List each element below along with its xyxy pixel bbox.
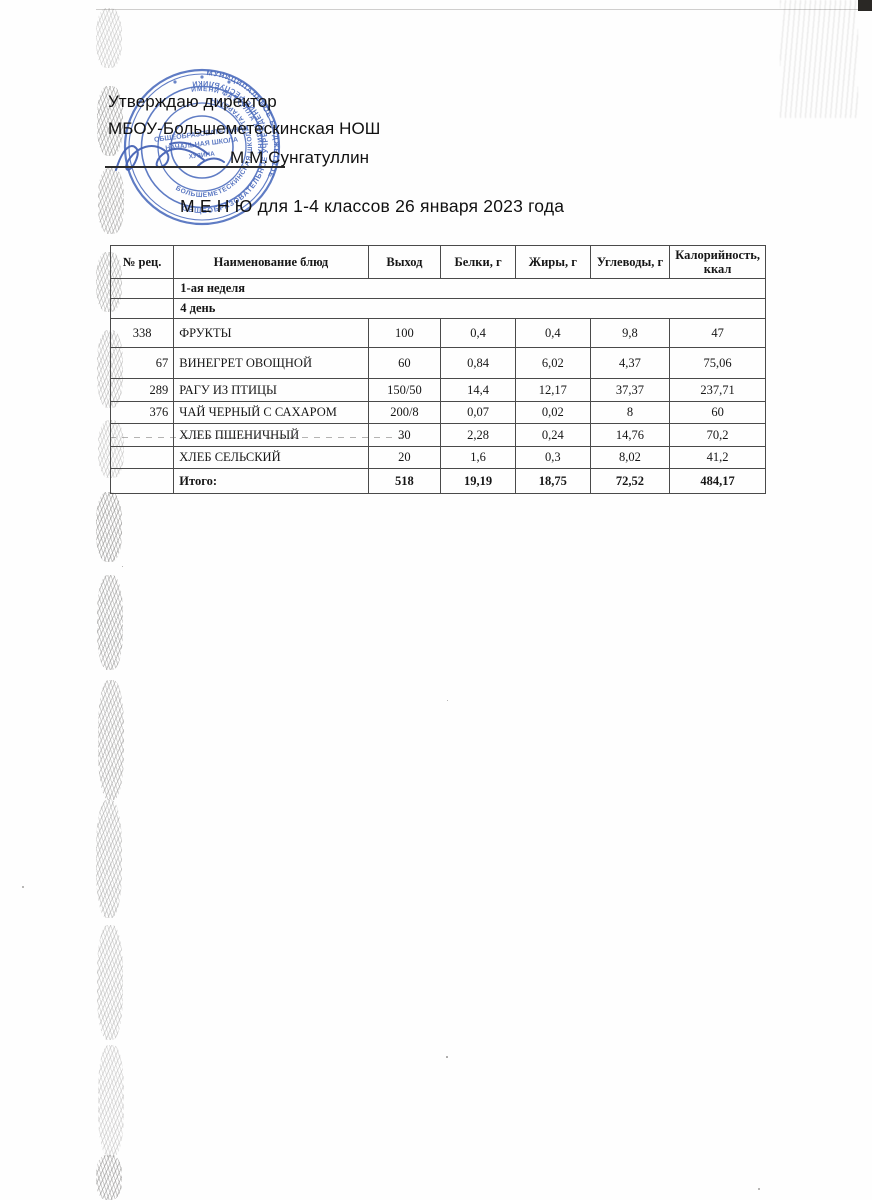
scan-streak [96, 800, 122, 918]
scan-streak [96, 1155, 122, 1200]
cell-carbs: 8 [589, 401, 671, 424]
col-header-output: Выход [367, 245, 442, 279]
cell-fat: 0,02 [514, 401, 591, 424]
cell-dish-name: ЧАЙ ЧЕРНЫЙ С САХАРОМ [173, 401, 369, 424]
cell-recipe-number: 289 [109, 378, 175, 402]
cell-output: 20 [367, 446, 442, 469]
cell-output: 200/8 [367, 401, 442, 424]
cell-carbs: 14,76 [589, 423, 671, 447]
scan-streak [97, 575, 123, 670]
total-carbs: 72,52 [589, 468, 671, 494]
cell-fat: 0,24 [514, 423, 591, 447]
scan-haze-top-right [780, 0, 858, 118]
cell-carbs: 4,37 [589, 347, 671, 379]
cell-output: 150/50 [367, 378, 442, 402]
signature-row: М.М.Сунгатуллин [105, 142, 578, 172]
col-header-protein: Белки, г [440, 245, 516, 279]
cell-recipe-number: 376 [109, 401, 175, 424]
cell-dish-name: ХЛЕБ ПШЕНИЧНЫЙ [173, 423, 369, 447]
cell-carbs: 37,37 [589, 378, 671, 402]
total-protein: 19,19 [440, 468, 516, 494]
cell-dish-name: ХЛЕБ СЕЛЬСКИЙ [173, 446, 369, 469]
col-header-calories: Калорийность, ккал [669, 245, 766, 279]
cell-recipe-number: 67 [109, 347, 175, 379]
scan-mark-top-right-corner [858, 0, 872, 11]
total-empty-num [109, 468, 175, 494]
cell-carbs: 8,02 [589, 446, 671, 469]
cell-fat: 0,3 [514, 446, 591, 469]
section-week-empty-num [109, 278, 175, 299]
scan-speck [447, 700, 449, 702]
table-row: 376 ЧАЙ ЧЕРНЫЙ С САХАРОМ 200/8 0,07 0,02… [109, 401, 766, 424]
section-day-empty-num [109, 298, 175, 319]
cell-protein: 0,07 [440, 401, 516, 424]
scan-speck [446, 1056, 448, 1058]
cell-fat: 0,4 [514, 318, 591, 348]
cell-output: 100 [367, 318, 442, 348]
cell-protein: 1,6 [440, 446, 516, 469]
cell-protein: 0,4 [440, 318, 516, 348]
scan-speck [22, 886, 24, 888]
table-header-row: № рец. Наименование блюд Выход Белки, г … [109, 245, 766, 279]
total-label: Итого: [173, 468, 369, 494]
col-header-carbs: Углеводы, г [589, 245, 671, 279]
table-row: 289 РАГУ ИЗ ПТИЦЫ 150/50 14,4 12,17 37,3… [109, 378, 766, 402]
table-row-section-week: 1-ая неделя [109, 278, 766, 299]
cell-calories: 75,06 [669, 347, 766, 379]
table-body: 1-ая неделя 4 день 338 ФРУКТЫ 100 0,4 0,… [109, 278, 766, 494]
cell-protein: 14,4 [440, 378, 516, 402]
section-day-label: 4 день [173, 298, 766, 319]
cell-dish-name: ВИНЕГРЕТ ОВОЩНОЙ [173, 347, 369, 379]
section-week-label: 1-ая неделя [173, 278, 766, 299]
table-row: ХЛЕБ СЕЛЬСКИЙ 20 1,6 0,3 8,02 41,2 [109, 446, 766, 469]
scan-streak [96, 492, 122, 562]
scan-streak [98, 168, 124, 234]
scan-streak [98, 680, 124, 800]
total-calories: 484,17 [669, 468, 766, 494]
cell-recipe-number [109, 446, 175, 469]
total-output: 518 [367, 468, 442, 494]
cell-calories: 70,2 [669, 423, 766, 447]
total-fat: 18,75 [514, 468, 591, 494]
scan-speck [122, 566, 124, 568]
cell-calories: 41,2 [669, 446, 766, 469]
col-header-fat: Жиры, г [514, 245, 591, 279]
cell-protein: 2,28 [440, 423, 516, 447]
cell-calories: 60 [669, 401, 766, 424]
table-row-section-day: 4 день [109, 298, 766, 319]
scan-streak [97, 925, 123, 1040]
cell-dish-name: ФРУКТЫ [173, 318, 369, 348]
scan-streak-artifacts [96, 0, 126, 1200]
cell-carbs: 9,8 [589, 318, 671, 348]
scan-streak [98, 1045, 124, 1157]
cell-protein: 0,84 [440, 347, 516, 379]
cell-calories: 47 [669, 318, 766, 348]
table-row-total: Итого: 518 19,19 18,75 72,52 484,17 [109, 468, 766, 494]
signature-underline [105, 166, 285, 168]
table-row: 67 ВИНЕГРЕТ ОВОЩНОЙ 60 0,84 6,02 4,37 75… [109, 347, 766, 379]
col-header-recipe-number: № рец. [109, 245, 175, 279]
approval-line-2: МБОУ-Большеметескинская НОШ [108, 119, 381, 138]
table-row: ХЛЕБ ПШЕНИЧНЫЙ 30 2,28 0,24 14,76 70,2 [109, 423, 766, 447]
approval-line-1: Утверждаю директор [108, 92, 277, 111]
scan-streak [96, 8, 122, 68]
cell-output: 60 [367, 347, 442, 379]
page-title: М Е Н Ю для 1-4 классов 26 января 2023 г… [180, 196, 565, 216]
cell-dish-name: РАГУ ИЗ ПТИЦЫ [173, 378, 369, 402]
col-header-dish-name: Наименование блюд [173, 245, 369, 279]
table-header: № рец. Наименование блюд Выход Белки, г … [109, 245, 766, 279]
cell-calories: 237,71 [669, 378, 766, 402]
cell-output: 30 [367, 423, 442, 447]
page-top-edge-line [96, 9, 872, 10]
approval-header: Утверждаю директор МБОУ-Большеметескинск… [105, 88, 578, 172]
cell-fat: 12,17 [514, 378, 591, 402]
scan-speck [758, 1188, 761, 1191]
cell-fat: 6,02 [514, 347, 591, 379]
table-row: 338 ФРУКТЫ 100 0,4 0,4 9,8 47 [109, 318, 766, 348]
cell-recipe-number: 338 [109, 318, 175, 348]
menu-table: № рец. Наименование блюд Выход Белки, г … [109, 245, 766, 494]
signer-name: М.М.Сунгатуллин [230, 148, 370, 167]
cell-recipe-number [109, 423, 175, 447]
